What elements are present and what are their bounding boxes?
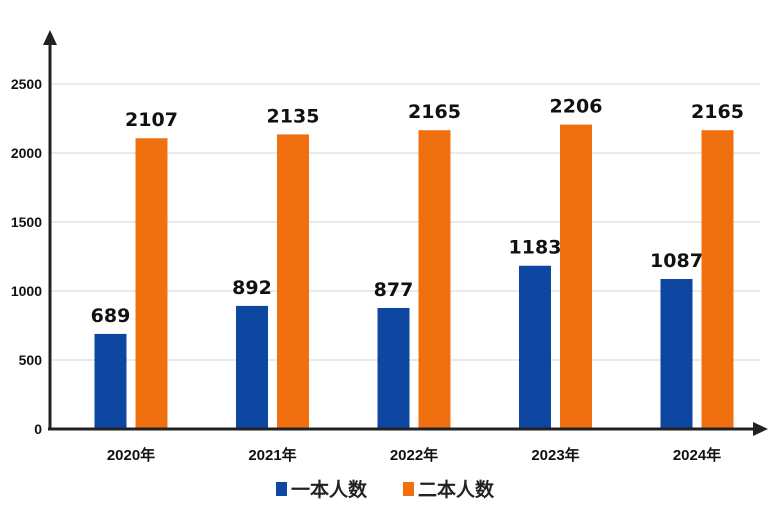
bar-series1-4 [660, 278, 693, 429]
y-tick-label: 500 [19, 352, 43, 368]
axes [43, 30, 768, 436]
bar-series1-3 [519, 265, 551, 429]
labels: 0 500 1000 1500 2000 2500 689 2107 2020年 892 2135 2… [11, 76, 744, 464]
data-label: 2165 [408, 101, 461, 123]
x-tick-label: 2022年 [390, 446, 438, 464]
data-label: 2165 [691, 101, 744, 123]
bar-series2-0 [135, 138, 168, 429]
y-axis-arrow-icon [43, 30, 57, 45]
bar-series1-1 [236, 305, 268, 429]
data-label: 1087 [650, 250, 703, 272]
x-tick-label: 2023年 [531, 446, 579, 464]
data-label: 2206 [550, 96, 603, 118]
x-tick-label: 2020年 [107, 446, 155, 464]
legend-swatch [403, 482, 414, 496]
x-axis-arrow-icon [753, 422, 768, 436]
y-tick-label: 0 [34, 421, 42, 437]
bar-series1-2 [377, 307, 410, 429]
bar-series1-0 [94, 333, 127, 429]
data-label: 877 [374, 279, 414, 301]
y-tick-label: 2000 [11, 145, 42, 161]
bar-series2-1 [277, 134, 309, 429]
bars [94, 124, 734, 430]
data-label: 892 [232, 277, 272, 299]
legend-label: 二本人数 [418, 478, 495, 501]
bar-series2-2 [418, 130, 451, 430]
legend-label: 一本人数 [291, 478, 368, 501]
y-tick-label: 1000 [11, 283, 42, 299]
bar-series2-3 [560, 124, 592, 430]
grid-lines [50, 83, 760, 361]
data-label: 2107 [125, 109, 178, 131]
y-tick-label: 2500 [11, 76, 42, 92]
data-label: 1183 [509, 237, 562, 259]
bar-series2-4 [701, 130, 734, 430]
legend-swatch [276, 482, 287, 496]
x-tick-label: 2024年 [673, 446, 721, 464]
x-tick-label: 2021年 [248, 446, 296, 464]
y-tick-label: 1500 [11, 214, 42, 230]
data-label: 689 [91, 305, 131, 327]
legend: 一本人数 二本人数 [276, 478, 495, 501]
data-label: 2135 [267, 105, 320, 127]
